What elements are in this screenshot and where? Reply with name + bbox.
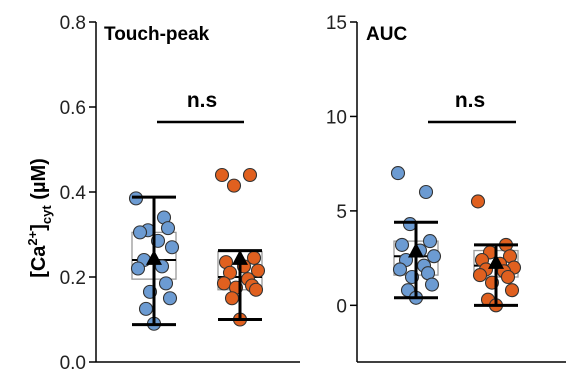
- data-point: [164, 240, 180, 255]
- data-point: [216, 276, 232, 291]
- data-point: [160, 221, 176, 236]
- data-point: [390, 166, 406, 181]
- y-tick-label: 10: [326, 107, 347, 128]
- data-point: [242, 167, 258, 183]
- y-tick-label: 0: [336, 296, 347, 317]
- y-label-sub: cyt: [39, 205, 54, 224]
- data-point: [418, 184, 434, 200]
- mean-marker: [232, 249, 248, 265]
- mean-marker: [146, 249, 162, 265]
- auc-panel: 0 5 10 15 AUC n.s: [326, 13, 566, 363]
- data-point: [500, 269, 516, 285]
- data-point: [422, 234, 438, 249]
- y-tick-label: 0.4: [60, 183, 87, 204]
- panel-title: Touch-peak: [104, 24, 210, 45]
- data-point: [132, 225, 148, 240]
- y-tick-label: 0.8: [60, 13, 86, 34]
- y-label-base: [Ca: [28, 245, 50, 278]
- significance-label: n.s: [455, 89, 485, 112]
- data-point: [214, 167, 230, 183]
- y-tick-label: 0.2: [60, 268, 86, 289]
- data-point: [226, 178, 242, 193]
- y-tick-label: 0.6: [60, 98, 86, 119]
- data-point: [162, 291, 178, 306]
- y-tick-label: 0.0: [60, 353, 86, 372]
- data-point: [130, 261, 146, 276]
- y-label-unit: (µM): [28, 158, 50, 205]
- y-label-mid: ]: [28, 224, 50, 231]
- data-point: [424, 277, 440, 292]
- data-point: [138, 301, 154, 316]
- y-label-sup: 2+: [25, 230, 40, 245]
- data-point: [222, 265, 238, 280]
- touch-peak-panel: 0.0 0.2 0.4 0.6 0.8 Touch-peak n.s: [60, 13, 300, 372]
- data-point: [392, 262, 408, 277]
- data-point: [248, 282, 264, 297]
- data-point: [426, 249, 442, 264]
- panel-title: AUC: [366, 24, 407, 45]
- data-point: [472, 268, 488, 283]
- y-axis-label: [Ca2+]cyt (µM): [25, 158, 54, 278]
- mean-marker: [408, 242, 424, 258]
- data-point: [470, 194, 486, 209]
- significance-label: n.s: [187, 89, 217, 112]
- mean-marker: [488, 253, 504, 269]
- data-point: [224, 291, 240, 306]
- y-tick-label: 15: [326, 13, 347, 34]
- y-tick-label: 5: [336, 202, 347, 223]
- data-point: [250, 263, 266, 278]
- data-point: [394, 237, 410, 252]
- data-point: [504, 283, 520, 298]
- data-point: [158, 276, 174, 291]
